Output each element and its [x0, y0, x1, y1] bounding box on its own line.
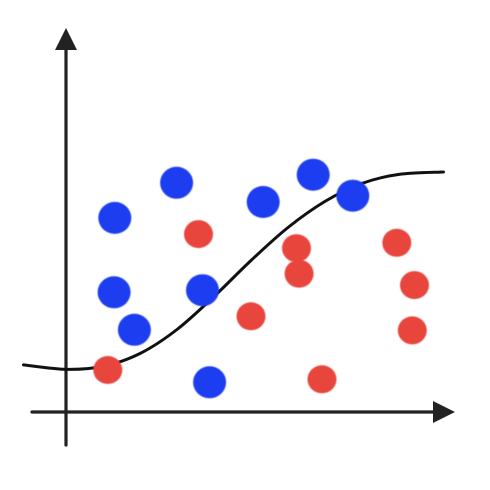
red-point-9 [307, 365, 337, 394]
red-point-7 [397, 316, 427, 345]
red-point-4 [382, 228, 412, 257]
blue-point-3 [246, 186, 280, 218]
red-point-3 [284, 259, 314, 288]
red-point-5 [400, 271, 429, 300]
blue-point-7 [186, 274, 219, 307]
red-point-8 [93, 356, 123, 384]
blue-point-2 [160, 166, 194, 199]
red-point-1 [184, 220, 213, 249]
decision-curve [22, 170, 445, 371]
blue-point-6 [97, 276, 131, 309]
blue-point-4 [296, 158, 330, 191]
blue-point-5 [336, 179, 370, 212]
decision-curve-layer [22, 170, 445, 371]
red-point-2 [282, 234, 311, 263]
y-axis-arrowhead [55, 28, 77, 50]
blue-point-8 [117, 313, 151, 346]
blue-point-9 [193, 366, 227, 399]
blue-point-1 [98, 201, 132, 234]
red-point-6 [236, 302, 266, 331]
points-layer [93, 158, 429, 399]
x-axis-arrowhead [433, 401, 455, 423]
